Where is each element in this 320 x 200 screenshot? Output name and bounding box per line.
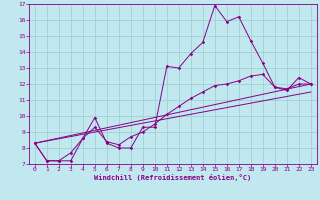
X-axis label: Windchill (Refroidissement éolien,°C): Windchill (Refroidissement éolien,°C) — [94, 174, 252, 181]
